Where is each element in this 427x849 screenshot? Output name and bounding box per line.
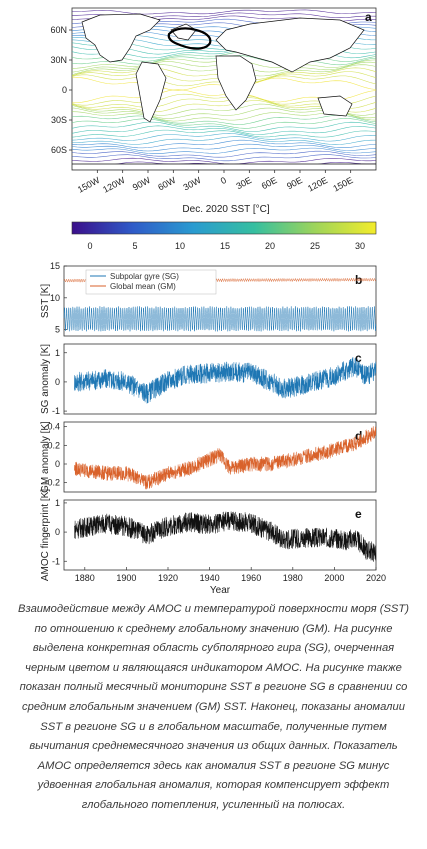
lat-tick-label: 30S xyxy=(51,115,67,125)
continent-outlines xyxy=(72,13,376,170)
lat-tick-label: 60S xyxy=(51,145,67,155)
panel-label: e xyxy=(355,507,362,521)
panel-e: -1 0 1 AMOC fingerprint [K] e 1880 1900 1920 194… xyxy=(40,489,386,596)
x-tick-label: 1940 xyxy=(200,573,220,583)
map-xlabel: Dec. 2020 SST [°C] xyxy=(182,204,269,215)
latitude-ticks: 60N 30N 0 30S 60S xyxy=(50,25,72,155)
panel-frame xyxy=(63,265,377,337)
x-tick-label: 1980 xyxy=(283,573,303,583)
y-tick-label: 0 xyxy=(55,527,60,537)
panel-label: b xyxy=(355,273,362,287)
x-axis-label: Year xyxy=(210,585,231,596)
panel-c: -1 0 1 SG anomaly [K] c xyxy=(40,343,377,416)
x-tick-label: 1900 xyxy=(116,573,136,583)
series-line xyxy=(74,356,377,404)
lon-tick-label: 120W xyxy=(101,175,127,195)
lon-tick-label: 30W xyxy=(182,175,203,193)
y-axis-label: SST [K] xyxy=(40,284,51,318)
x-tick-label: 2020 xyxy=(366,573,386,583)
lon-tick-label: 60E xyxy=(260,175,279,191)
y-tick-label: 0.2 xyxy=(47,440,60,450)
panel-label-a: a xyxy=(365,10,372,24)
y-tick-label: 15 xyxy=(50,261,60,271)
legend: Subpolar gyre (SG)Global mean (GM) xyxy=(85,269,217,295)
subpolar-gyre-outline xyxy=(167,27,212,50)
panel-d: -0.2 0 0.2 0.4GM anomaly [K] d xyxy=(40,421,377,493)
y-tick-label: 1 xyxy=(55,348,60,358)
colorbar-tick-label: 10 xyxy=(175,241,185,251)
y-tick-label: 1 xyxy=(55,498,60,508)
y-tick-label: 0 xyxy=(55,459,60,469)
panel-frame xyxy=(63,421,377,493)
lat-tick-label: 0 xyxy=(62,85,67,95)
panel-label: c xyxy=(355,351,362,365)
y-axis-label: GM anomaly [K] xyxy=(40,421,51,493)
panel-frame xyxy=(63,499,377,571)
panel-label: d xyxy=(355,429,362,443)
y-tick-label: -1 xyxy=(52,556,60,566)
colorbar-ticks: 0 5 10 15 20 25 30 xyxy=(87,241,365,251)
panel-frame xyxy=(63,343,377,415)
lon-tick-label: 150W xyxy=(76,175,102,195)
figure-caption: Взаимодействие между AMOC и температурой… xyxy=(18,603,409,811)
y-tick-label: 5 xyxy=(55,325,60,335)
x-tick-label: 1960 xyxy=(241,573,261,583)
panel-b: 5 10 15 SST [K] b Subpolar gyre (SG)Global me… xyxy=(40,261,377,337)
lon-tick-label: 90W xyxy=(131,175,152,193)
x-tick-label: 1920 xyxy=(158,573,178,583)
colorbar: 0 5 10 15 20 25 30 xyxy=(71,221,377,251)
legend-entry: Global mean (GM) xyxy=(110,282,176,291)
colorbar-tick-label: 20 xyxy=(265,241,275,251)
x-tick-label: 1880 xyxy=(75,573,95,583)
y-tick-label: 0 xyxy=(55,377,60,387)
y-tick-label: 10 xyxy=(50,293,60,303)
sst-map: a 60N 30N 0 30S 60S 150W 120W 90W 60W 30W 0 30E 60E… xyxy=(50,7,377,215)
series-line xyxy=(74,426,377,490)
lon-tick-label: 150E xyxy=(331,175,354,194)
y-tick-label: -1 xyxy=(52,406,60,416)
colorbar-tick-label: 30 xyxy=(355,241,365,251)
y-tick-label: -0.2 xyxy=(44,478,60,488)
lon-tick-label: 30E xyxy=(234,175,253,191)
x-tick-label: 2000 xyxy=(324,573,344,583)
lon-tick-label: 60W xyxy=(156,175,177,193)
colorbar-tick-label: 5 xyxy=(132,241,137,251)
lon-tick-label: 90E xyxy=(285,175,304,191)
y-axis-label: SG anomaly [K] xyxy=(40,344,51,414)
lon-tick-label: 120E xyxy=(306,175,329,194)
lon-tick-label: 0 xyxy=(219,175,228,186)
colorbar-tick-label: 15 xyxy=(220,241,230,251)
series-line xyxy=(74,511,377,562)
longitude-ticks: 150W 120W 90W 60W 30W 0 30E 60E 90E 120E 150E xyxy=(76,170,355,195)
figure: a 60N 30N 0 30S 60S 150W 120W 90W 60W 30W 0 30E 60E… xyxy=(40,7,386,596)
colorbar-tick-label: 0 xyxy=(87,241,92,251)
colorbar-tick-label: 25 xyxy=(310,241,320,251)
lat-tick-label: 30N xyxy=(50,55,67,65)
y-axis-label: AMOC fingerprint [K] xyxy=(40,489,51,581)
lat-tick-label: 60N xyxy=(50,25,67,35)
series-line xyxy=(63,306,377,332)
legend-entry: Subpolar gyre (SG) xyxy=(110,272,179,281)
y-tick-label: 0.4 xyxy=(47,422,60,432)
